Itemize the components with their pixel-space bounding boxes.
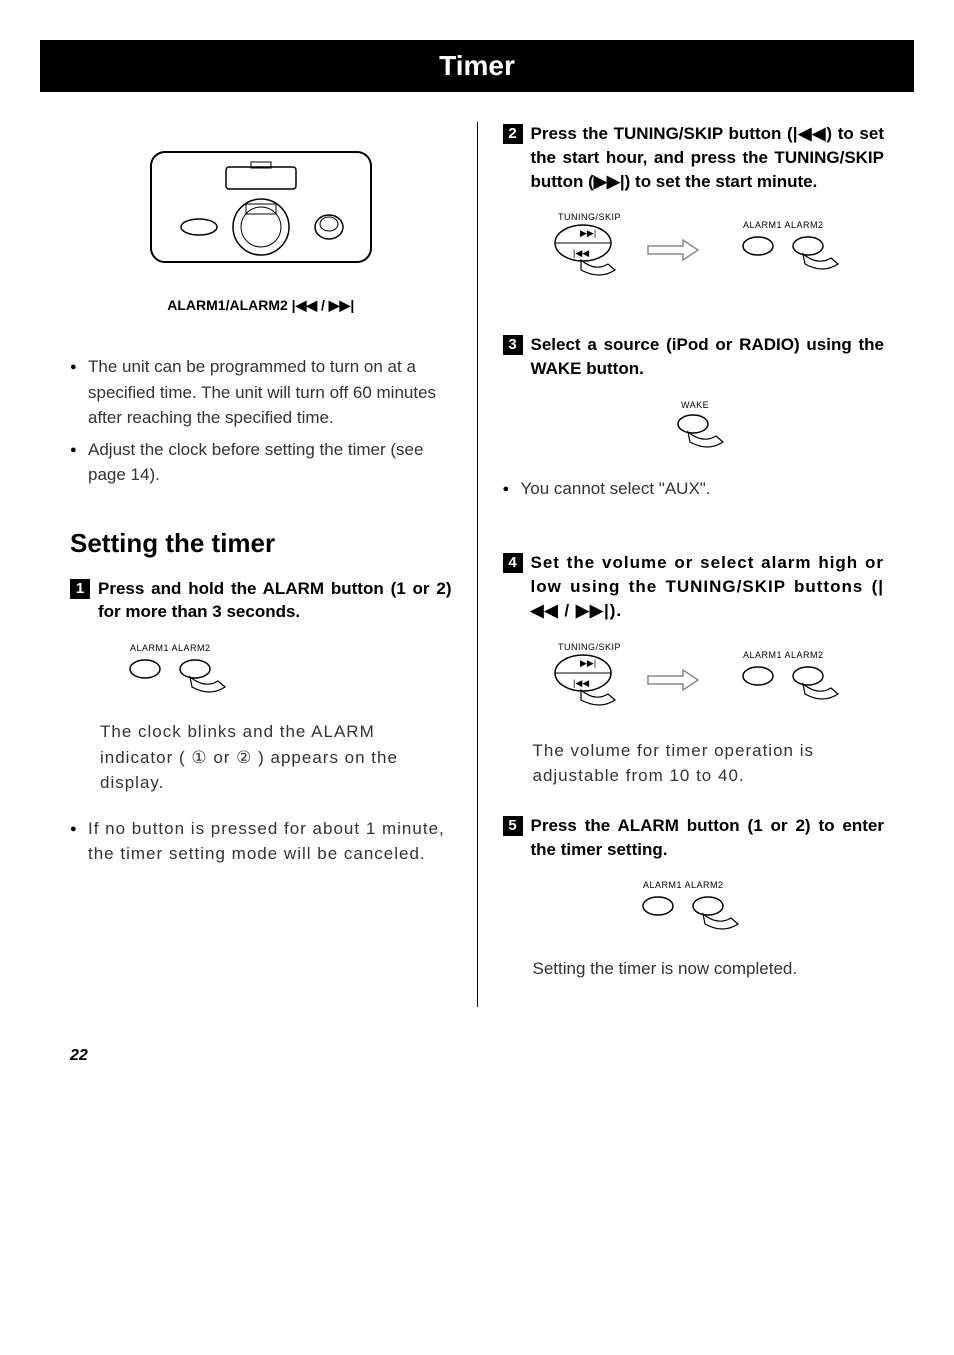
step-1: 1 Press and hold the ALARM button (1 or … <box>70 577 452 867</box>
alarm-buttons-2-icon: ALARM1 ALARM2 <box>613 876 773 936</box>
alarm-label-3: ALARM1 ALARM2 <box>743 650 824 660</box>
step-4-note: The volume for timer operation is adjust… <box>533 738 885 789</box>
step-3-text: Select a source (iPod or RADIO) using th… <box>531 333 885 381</box>
device-drawing-icon <box>131 142 391 282</box>
svg-text:|◀◀: |◀◀ <box>573 678 589 688</box>
step-3-diagram: WAKE <box>503 396 885 461</box>
intro-bullet: The unit can be programmed to turn on at… <box>70 354 452 431</box>
step-1-text: Press and hold the ALARM button (1 or 2)… <box>98 577 452 625</box>
alarm-buttons-icon: ALARM1 ALARM2 <box>100 639 260 699</box>
tuning-label-2: TUNING/SKIP <box>558 642 621 652</box>
step-5-text: Press the ALARM button (1 or 2) to enter… <box>531 814 885 862</box>
step-number-2: 2 <box>503 124 523 144</box>
step-3-sub-bullet: You cannot select "AUX". <box>503 476 885 502</box>
alarm-label-4: ALARM1 ALARM2 <box>643 880 724 890</box>
device-illustration <box>70 142 452 287</box>
intro-list: The unit can be programmed to turn on at… <box>70 354 452 488</box>
step-number-5: 5 <box>503 816 523 836</box>
right-column: 2 Press the TUNING/SKIP button (|◀◀) to … <box>478 122 885 1007</box>
svg-text:▶▶|: ▶▶| <box>580 228 596 238</box>
alarm-label-2: ALARM1 ALARM2 <box>743 220 824 230</box>
tuning-label: TUNING/SKIP <box>558 212 621 222</box>
wake-label: WAKE <box>681 400 709 410</box>
step-5-diagram: ALARM1 ALARM2 <box>503 876 885 941</box>
step-number-3: 3 <box>503 335 523 355</box>
device-caption: ALARM1/ALARM2 |◀◀ / ▶▶| <box>70 297 452 314</box>
page-number: 22 <box>0 1047 954 1065</box>
step-3: 3 Select a source (iPod or RADIO) using … <box>503 333 885 501</box>
wake-button-icon: WAKE <box>653 396 733 456</box>
step-1-diagram: ALARM1 ALARM2 <box>100 639 452 704</box>
svg-text:▶▶|: ▶▶| <box>580 658 596 668</box>
page-title-bar: Timer <box>40 40 914 92</box>
step-5: 5 Press the ALARM button (1 or 2) to ent… <box>503 814 885 982</box>
tuning-alarm-diagram-2-icon: TUNING/SKIP ▶▶| |◀◀ ALARM1 ALARM2 <box>533 638 873 718</box>
step-4: 4 Set the volume or select alarm high or… <box>503 551 885 788</box>
step-5-note: Setting the timer is now completed. <box>533 956 885 982</box>
step-1-sub-list: If no button is pressed for about 1 minu… <box>70 816 452 867</box>
step-2: 2 Press the TUNING/SKIP button (|◀◀) to … <box>503 122 885 293</box>
step-2-diagram: TUNING/SKIP ▶▶| |◀◀ ALARM1 ALARM2 <box>533 208 885 293</box>
content-columns: ALARM1/ALARM2 |◀◀ / ▶▶| The unit can be … <box>0 122 954 1007</box>
step-number-4: 4 <box>503 553 523 573</box>
step-4-text: Set the volume or select alarm high or l… <box>531 551 885 622</box>
left-column: ALARM1/ALARM2 |◀◀ / ▶▶| The unit can be … <box>70 122 478 1007</box>
step-4-diagram: TUNING/SKIP ▶▶| |◀◀ ALARM1 ALARM2 <box>533 638 885 723</box>
tuning-alarm-diagram-icon: TUNING/SKIP ▶▶| |◀◀ ALARM1 ALARM2 <box>533 208 873 288</box>
section-heading: Setting the timer <box>70 528 452 559</box>
intro-bullet: Adjust the clock before setting the time… <box>70 437 452 488</box>
svg-text:|◀◀: |◀◀ <box>573 248 589 258</box>
step-1-sub-bullet: If no button is pressed for about 1 minu… <box>70 816 452 867</box>
step-3-sub-list: You cannot select "AUX". <box>503 476 885 502</box>
step-number-1: 1 <box>70 579 90 599</box>
step-1-note: The clock blinks and the ALARM indicator… <box>100 719 452 796</box>
alarm-label: ALARM1 ALARM2 <box>130 643 211 653</box>
step-2-text: Press the TUNING/SKIP button (|◀◀) to se… <box>531 122 885 193</box>
